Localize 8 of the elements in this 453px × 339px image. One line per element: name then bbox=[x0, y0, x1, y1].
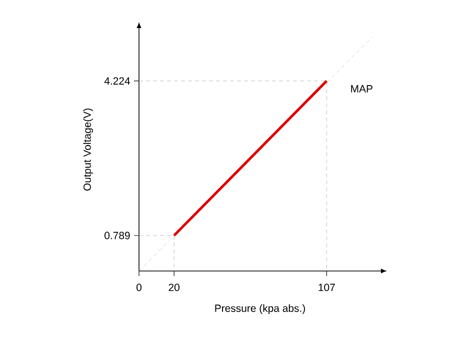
y-axis-title: Output Voltage(V) bbox=[83, 108, 93, 191]
y-tick-label: 4.224 bbox=[104, 77, 130, 85]
y-tick-label: 0.789 bbox=[104, 232, 130, 240]
x-tick-label: 20 bbox=[168, 284, 180, 292]
x-axis-title: Pressure (kpa abs.) bbox=[215, 304, 305, 314]
x-tick-label: 0 bbox=[136, 284, 142, 292]
x-tick-label: 107 bbox=[318, 284, 335, 292]
annotation: MAP bbox=[351, 85, 372, 92]
